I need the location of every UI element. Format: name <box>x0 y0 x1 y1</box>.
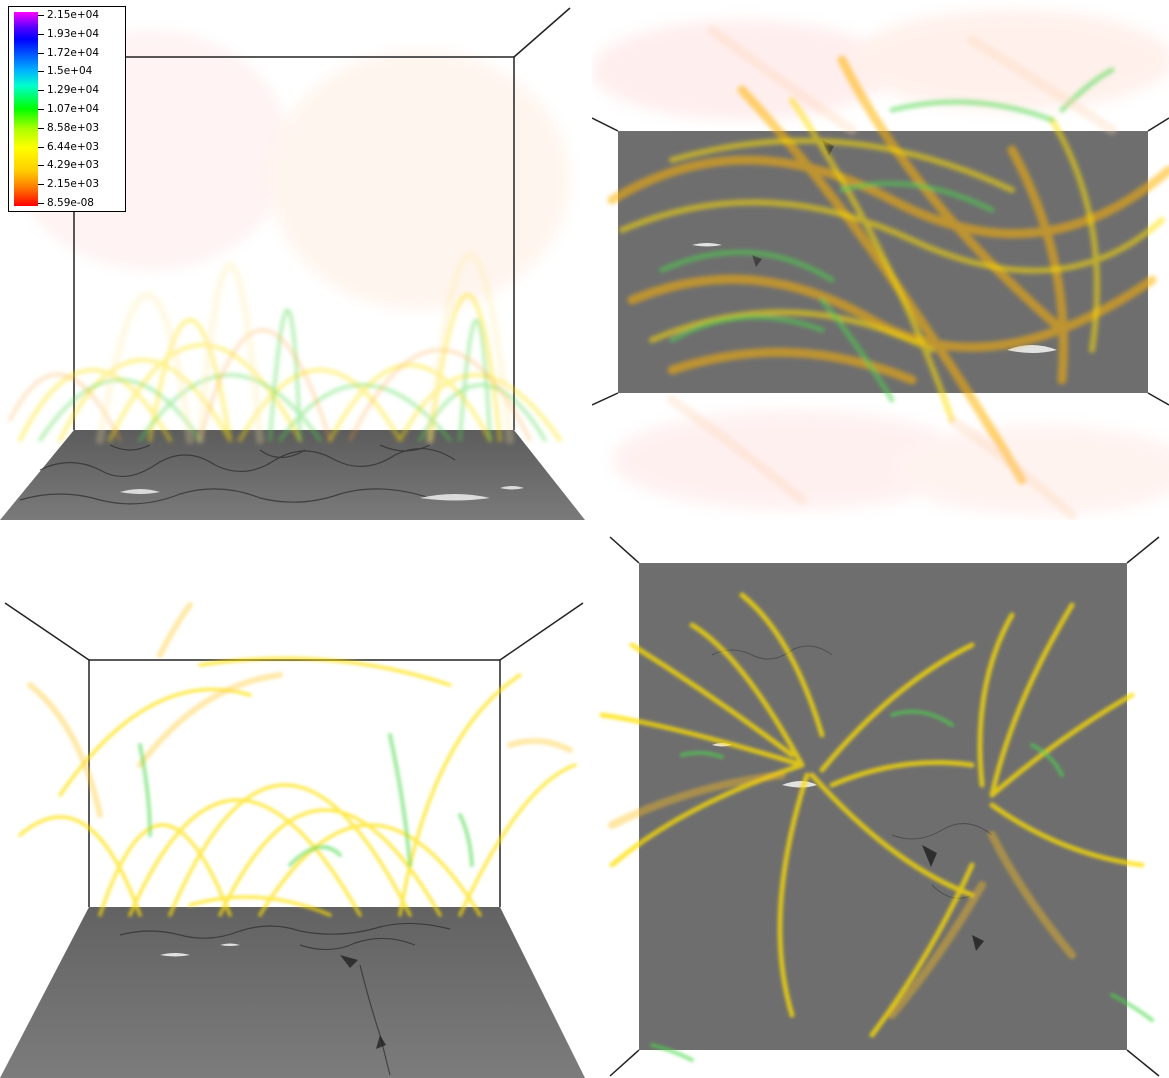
colorbar-tick <box>38 90 44 92</box>
photosphere-surface <box>0 907 585 1078</box>
magnetic-field-volume-render-3 <box>0 602 585 1078</box>
colorbar-tick-label: 2.15e+03 <box>47 178 99 191</box>
colorbar-tick <box>38 146 44 148</box>
colorbar-tick <box>38 52 44 54</box>
panel-top-view-bottom-right <box>592 535 1169 1078</box>
colorbar-tick-label: 8.59e-08 <box>47 197 94 209</box>
colorbar-tick-label: 8.58e+03 <box>47 121 99 134</box>
photosphere-surface <box>0 430 585 520</box>
panel-side-view-top-left <box>0 0 585 520</box>
colorbar-tick-label: 1.72e+04 <box>47 46 99 59</box>
colorbar-tick <box>38 127 44 129</box>
colorbar-tick <box>38 203 44 204</box>
colorbar-tick-label: 2.15e+04 <box>47 9 99 21</box>
colorbar-tick <box>38 109 44 110</box>
colorbar-tick-label: 4.29e+03 <box>47 159 99 172</box>
colorbar-tick-label: 1.93e+04 <box>47 27 99 40</box>
colorbar-tick <box>38 184 44 186</box>
colorbar-tick-label: 6.44e+03 <box>47 140 99 153</box>
colorbar-tick-label: 1.5e+04 <box>47 65 93 78</box>
panel-side-view-bottom-left <box>0 535 585 1078</box>
magnetic-field-volume-render-2 <box>592 10 1169 520</box>
magnetic-field-volume-render-4 <box>599 536 1160 1077</box>
colorbar-tick <box>38 33 44 35</box>
colorbar-tick-label: 1.07e+04 <box>47 103 99 115</box>
colorbar-gradient <box>14 12 38 206</box>
colorbar-tick <box>38 71 44 73</box>
colorbar-tick <box>38 165 44 167</box>
panel-top-view-top-right <box>592 0 1169 520</box>
colorbar-tick <box>38 15 44 16</box>
colorbar-legend: 2.15e+04 1.93e+04 1.72e+04 1.5e+04 1.29e+04 1… <box>8 6 126 212</box>
bounding-box <box>73 7 571 430</box>
colorbar-tick-label: 1.29e+04 <box>47 84 99 97</box>
